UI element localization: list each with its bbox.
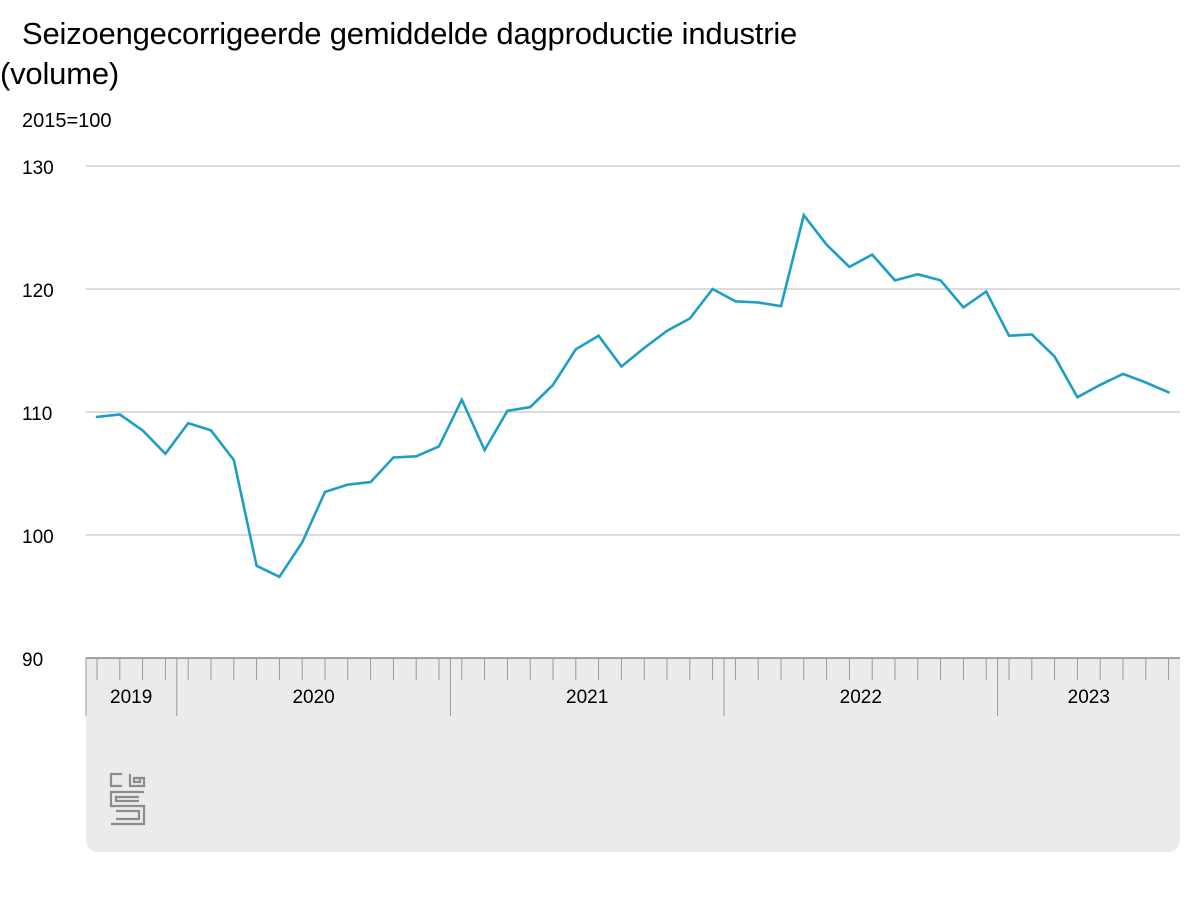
chart-title: Seizoengecorrigeerde gemiddelde dagprodu… [0,14,1000,94]
data-point-2021-11 [688,317,691,320]
chart-title-line-1: Seizoengecorrigeerde gemiddelde dagprodu… [22,16,798,51]
data-point-2020-01 [187,422,190,424]
y-tick-label-100: 100 [22,527,54,548]
data-point-2021-10 [666,329,668,332]
cbs-logo-icon [109,772,146,826]
x-year-label-2021: 2021 [566,687,608,708]
data-point-2022-08 [894,279,896,282]
data-point-2023-05 [1099,384,1102,386]
data-point-2020-02 [210,429,212,432]
data-point-2022-03 [780,305,782,308]
data-point-2023-06 [1122,372,1124,375]
y-tick-label-110: 110 [22,404,52,425]
data-point-2021-01 [460,398,463,401]
data-point-2022-04 [802,214,805,217]
data-point-2022-07 [871,253,874,256]
data-point-2021-09 [643,347,646,349]
data-point-2023-04 [1076,396,1079,399]
data-point-2021-04 [529,406,532,408]
data-point-2021-07 [597,334,600,337]
data-point-2020-08 [346,483,349,486]
y-tick-label-90: 90 [22,650,43,671]
data-point-2019-11 [141,429,144,432]
data-point-2023-07 [1144,381,1147,384]
data-point-2022-11 [962,306,965,309]
data-point-2021-03 [506,409,509,412]
data-point-2023-03 [1053,355,1056,358]
data-point-2020-07 [324,491,326,493]
data-point-2020-10 [392,456,395,459]
data-point-2021-02 [483,449,486,452]
y-tick-label-120: 120 [22,281,54,302]
data-point-2019-09 [96,416,98,418]
data-point-2021-06 [574,348,577,351]
data-point-2022-06 [848,265,851,268]
data-point-2021-05 [552,384,554,386]
x-year-label-2022: 2022 [840,687,882,708]
y-tick-label-130: 130 [22,158,54,179]
chart-title-line-2: (volume) [0,56,119,91]
x-year-label-2019: 2019 [110,687,152,708]
data-point-2020-03 [232,459,235,461]
y-axis-unit-label: 2015=100 [22,110,112,132]
data-point-2022-10 [939,279,942,282]
data-point-2023-02 [1030,333,1033,336]
data-point-2022-01 [734,300,737,303]
series-line-0 [95,212,1170,579]
data-point-2020-06 [301,541,304,544]
data-point-2020-11 [415,455,418,458]
x-year-label-2020: 2020 [292,687,334,708]
data-point-2020-04 [255,564,258,567]
data-point-2020-12 [438,445,440,448]
data-point-2022-05 [825,243,828,246]
data-point-2023-08 [1167,391,1170,394]
data-point-2019-12 [164,452,167,455]
data-point-2022-12 [985,290,988,293]
data-point-2021-08 [620,365,623,368]
data-point-2020-09 [369,481,372,484]
data-point-2023-01 [1008,334,1010,337]
data-point-2022-09 [916,273,919,276]
data-point-2019-10 [118,413,121,416]
data-point-2021-12 [711,288,714,290]
data-point-2022-02 [757,301,760,304]
x-year-label-2023: 2023 [1068,687,1110,708]
data-point-2020-05 [278,575,281,578]
